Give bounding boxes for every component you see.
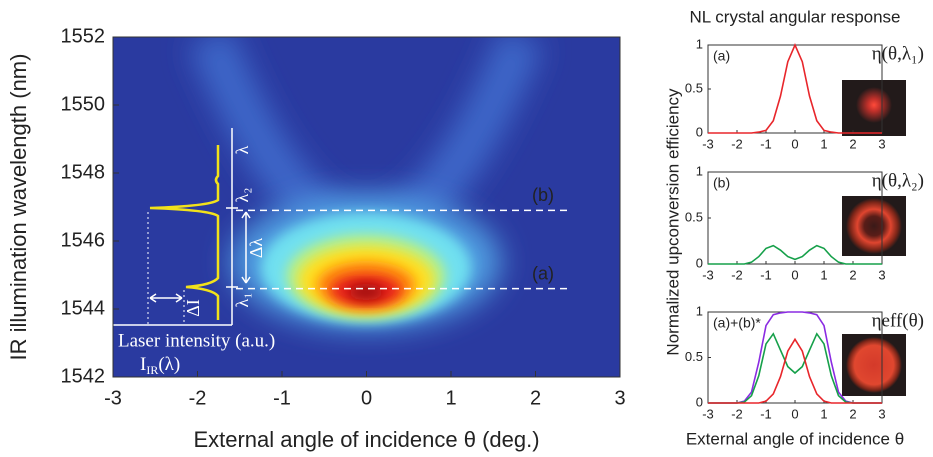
x-tick-label: -1 — [273, 387, 291, 409]
panel-label: (b) — [713, 175, 730, 191]
x-tick-label: -2 — [731, 267, 743, 282]
y-tick-label: 1 — [696, 163, 703, 178]
x-tick-label: 0 — [791, 136, 798, 151]
x-tick-label: 1 — [820, 267, 827, 282]
x-tick-label: 2 — [849, 136, 856, 151]
legend-label: ηeff(θ) — [872, 310, 924, 331]
x-tick-label: -3 — [702, 136, 714, 151]
lambda2-label: λ₂ — [232, 187, 252, 202]
laser-spectrum — [149, 145, 220, 320]
intensity-symbol-sub: IR — [146, 363, 158, 377]
intensity-symbol-base: I — [140, 354, 146, 375]
x-tick-label: 3 — [878, 136, 885, 151]
y-axis-label: Normalized upconversion efficiency — [663, 88, 682, 356]
x-tick-label: -3 — [702, 267, 714, 282]
x-tick-label: 2 — [849, 406, 856, 421]
series-line — [708, 337, 882, 404]
x-tick-label: -2 — [731, 406, 743, 421]
x-tick-label: 3 — [614, 387, 625, 409]
y-tick-label: 0 — [696, 255, 703, 270]
y-tick-label: 1548 — [61, 161, 106, 183]
y-tick-label: 1542 — [61, 365, 106, 387]
delta-i-label: ΔI — [183, 299, 203, 317]
reference-label: (a) — [532, 263, 554, 283]
y-tick-label: 1550 — [61, 93, 106, 115]
heatmap — [113, 37, 620, 377]
delta-i-arrow — [149, 293, 183, 303]
x-tick-label: 2 — [849, 267, 856, 282]
intensity-symbol-arg: (λ) — [158, 354, 180, 375]
y-tick-label: 0 — [696, 394, 703, 409]
y-axis-label: IR illumination wavelength (nm) — [6, 54, 31, 361]
intensity-label: Laser intensity (a.u.) — [118, 330, 275, 351]
series-line — [708, 244, 882, 265]
chart-title: NL crystal angular response — [689, 7, 900, 26]
x-tick-label: 0 — [361, 387, 372, 409]
panel-label: (a) — [713, 48, 730, 64]
x-tick-label: 2 — [530, 387, 541, 409]
x-tick-label: -1 — [760, 267, 772, 282]
x-tick-label: 1 — [445, 387, 456, 409]
y-tick-label: 0 — [696, 124, 703, 139]
x-tick-label: -3 — [104, 387, 122, 409]
x-tick-label: 3 — [878, 267, 885, 282]
y-tick-label: 1546 — [61, 229, 106, 251]
legend-label: η(θ,λ₁) — [872, 43, 924, 64]
y-tick-label: 1 — [696, 36, 703, 51]
x-tick-label: 0 — [791, 406, 798, 421]
x-tick-label: -2 — [731, 136, 743, 151]
beam-spot — [846, 198, 902, 254]
beam-spot — [846, 337, 902, 393]
beam-spot — [856, 87, 892, 123]
lambda1-label: λ₁ — [232, 292, 252, 307]
x-tick-label: 1 — [820, 406, 827, 421]
panel-label: (a)+(b)* — [713, 315, 761, 331]
y-tick-label: 1552 — [61, 25, 106, 47]
reference-label: (b) — [532, 185, 554, 205]
y-tick-label: 1 — [696, 303, 703, 318]
spectrum-inset — [113, 128, 251, 326]
y-tick-label: 0.5 — [685, 80, 703, 95]
delta-lambda-label: Δλ — [246, 238, 266, 259]
x-tick-label: -1 — [760, 136, 772, 151]
legend-label: η(θ,λ₂) — [872, 170, 924, 191]
x-tick-label: 3 — [878, 406, 885, 421]
y-tick-label: 0.5 — [685, 349, 703, 364]
intensity-symbol: IIR(λ) — [140, 354, 180, 376]
x-tick-label: -1 — [760, 406, 772, 421]
lambda-label: λ — [232, 145, 252, 154]
y-tick-label: 0.5 — [685, 209, 703, 224]
x-tick-label: -3 — [702, 406, 714, 421]
x-axis-label: External angle of incidence θ (deg.) — [193, 427, 539, 452]
y-tick-label: 1544 — [61, 297, 106, 319]
beam-images — [842, 80, 906, 396]
x-tick-label: 1 — [820, 136, 827, 151]
delta-lambda-arrow — [241, 211, 251, 284]
x-tick-label: 0 — [791, 267, 798, 282]
series-line — [708, 42, 882, 134]
x-tick-label: -2 — [189, 387, 207, 409]
x-axis-label: External angle of incidence θ — [686, 429, 904, 448]
